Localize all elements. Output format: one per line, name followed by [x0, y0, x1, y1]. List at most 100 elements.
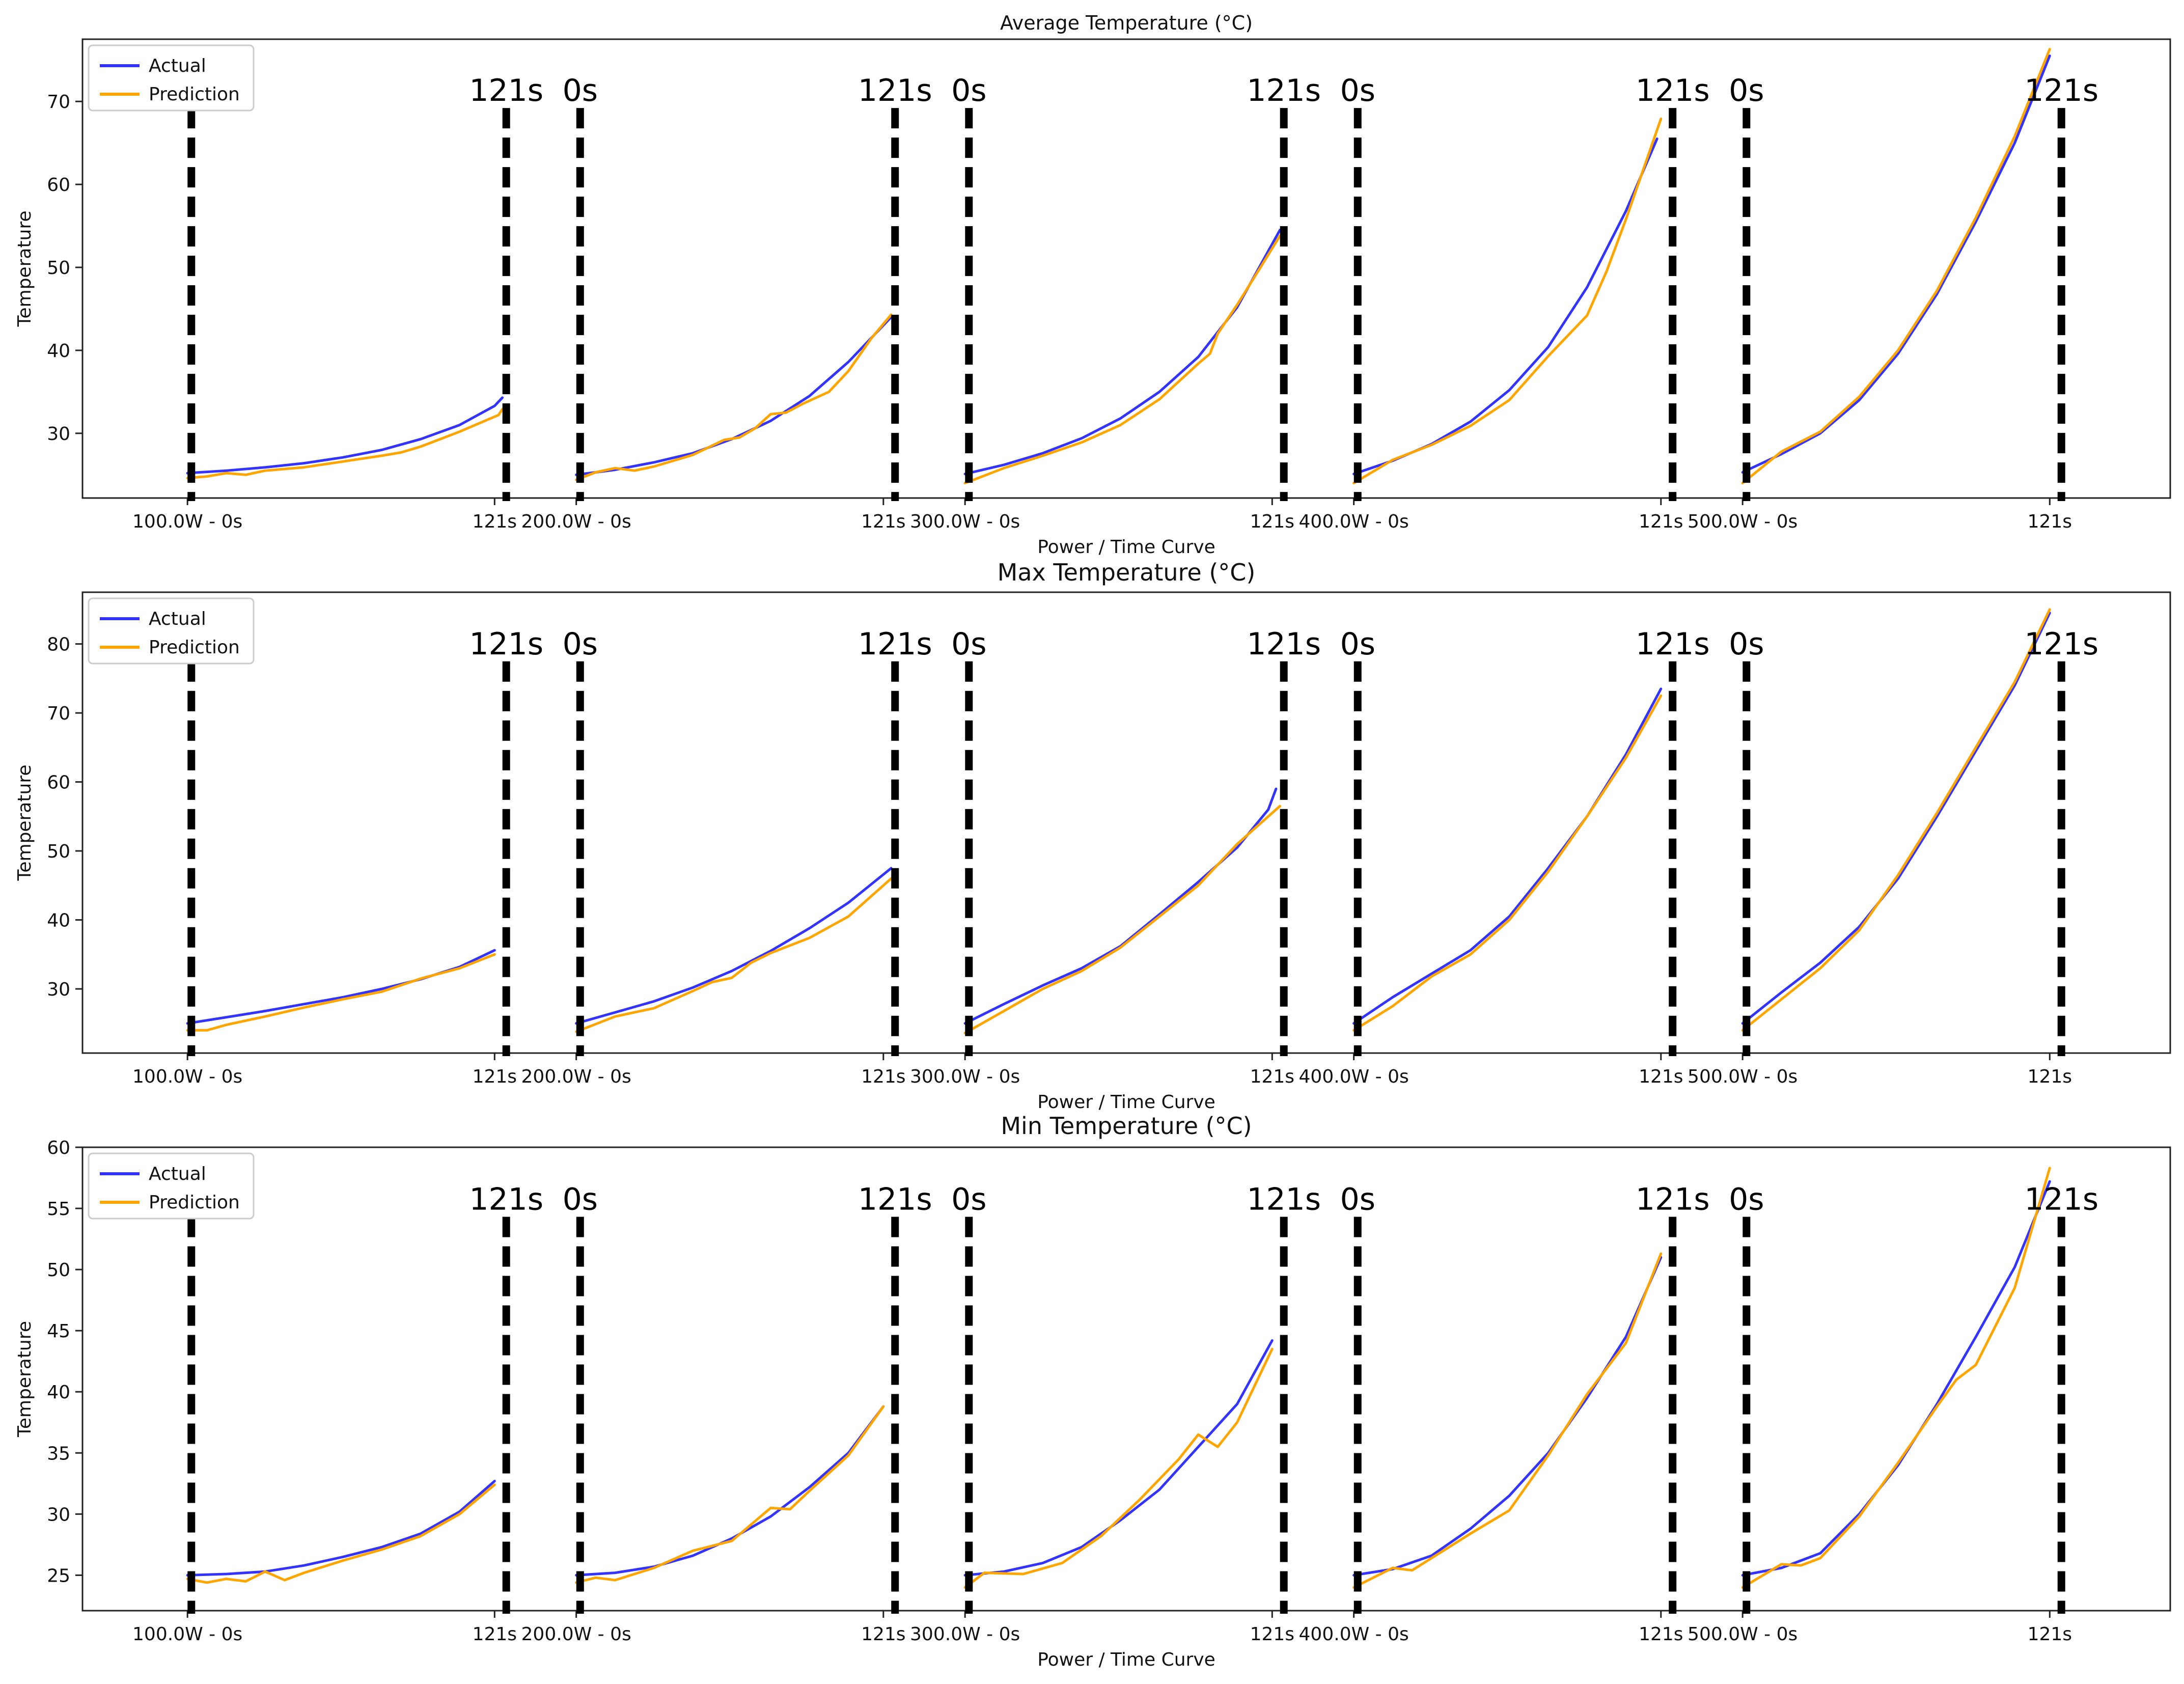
- y-tick-label: 50: [47, 258, 70, 279]
- actual-series-line: [186, 1480, 496, 1577]
- x-tick-label: 200.0W - 0s: [521, 1624, 631, 1645]
- prediction-series-line: [186, 953, 496, 1032]
- prediction-series-line: [1352, 694, 1663, 1032]
- marker-label-start: 0s: [951, 1182, 986, 1218]
- legend: Actual Prediction: [88, 597, 255, 665]
- x-tick-label: 121s: [1250, 511, 1294, 532]
- x-tick-label: 121s: [1639, 1624, 1683, 1645]
- x-tick-label: 300.0W - 0s: [910, 1624, 1020, 1645]
- x-tick-label: 100.0W - 0s: [132, 1066, 242, 1087]
- legend-prediction-label: Prediction: [149, 1192, 240, 1213]
- legend-prediction-label: Prediction: [149, 637, 240, 658]
- marker-label-end: 121s: [1247, 626, 1321, 662]
- prediction-series-line: [575, 313, 893, 481]
- x-tick-label: 300.0W - 0s: [910, 1066, 1020, 1087]
- legend-actual-label: Actual: [149, 56, 206, 76]
- marker-label-end: 121s: [469, 73, 543, 108]
- actual-series-line: [963, 1339, 1274, 1577]
- y-tick-label: 40: [47, 341, 70, 362]
- x-tick-label: 500.0W - 0s: [1688, 1066, 1798, 1087]
- x-tick-label: 400.0W - 0s: [1299, 1624, 1409, 1645]
- y-tick-label: 60: [47, 175, 70, 196]
- legend-actual-label: Actual: [149, 1164, 206, 1184]
- chart-title: Average Temperature (°C): [1000, 12, 1253, 34]
- x-axis-label: Power / Time Curve: [1037, 1092, 1215, 1113]
- legend-prediction-label: Prediction: [149, 84, 240, 105]
- prediction-series-line: [186, 1483, 496, 1584]
- x-axis-label: Power / Time Curve: [1037, 537, 1215, 558]
- actual-series-line: [963, 787, 1278, 1025]
- marker-label-end: 121s: [1636, 1182, 1710, 1218]
- x-tick-label: 200.0W - 0s: [521, 1066, 631, 1087]
- legend-actual-label: Actual: [149, 609, 206, 629]
- chart-title: Max Temperature (°C): [998, 559, 1256, 586]
- x-tick-label: 121s: [2028, 1066, 2072, 1087]
- marker-label-start: 0s: [951, 626, 986, 662]
- marker-label-end: 121s: [2024, 73, 2098, 108]
- marker-label-end: 121s: [858, 73, 932, 108]
- x-tick-label: 121s: [861, 511, 905, 532]
- marker-label-start: 0s: [563, 1182, 598, 1218]
- x-tick-label: 121s: [473, 1624, 517, 1645]
- chart-panel-2: Max Temperature (°C) 30 40 50 60 70 80 100.0W -…: [14, 559, 2171, 1113]
- x-tick-label: 300.0W - 0s: [910, 511, 1020, 532]
- chart-panel-1: Average Temperature (°C) 30 40 50 60 70 100.0W…: [14, 12, 2171, 558]
- x-tick-label: 121s: [861, 1624, 905, 1645]
- marker-label-start: 0s: [563, 73, 598, 108]
- y-axis-label: Temperature: [14, 764, 35, 881]
- x-tick-label: 121s: [1639, 1066, 1683, 1087]
- y-tick-label: 50: [47, 1260, 70, 1281]
- y-tick-label: 80: [47, 634, 70, 655]
- prediction-series-line: [963, 1347, 1274, 1589]
- x-tick-label: 121s: [861, 1066, 905, 1087]
- marker-label-start: 0s: [951, 73, 986, 108]
- y-tick-label: 40: [47, 910, 70, 931]
- prediction-series-line: [1741, 608, 2051, 1032]
- prediction-series-line: [1352, 1252, 1663, 1589]
- prediction-series-line: [963, 234, 1282, 485]
- plot-frame: [81, 1146, 2171, 1612]
- legend: Actual Prediction: [88, 44, 255, 112]
- actual-series-line: [575, 1405, 885, 1577]
- y-tick-label: 30: [47, 1504, 70, 1525]
- x-tick-label: 200.0W - 0s: [521, 511, 631, 532]
- y-tick-label: 60: [47, 1138, 70, 1158]
- x-tick-label: 400.0W - 0s: [1299, 511, 1409, 532]
- actual-series-line: [1741, 612, 2051, 1025]
- marker-label-end: 121s: [858, 626, 932, 662]
- y-tick-label: 70: [47, 92, 70, 113]
- marker-label-start: 0s: [563, 626, 598, 662]
- x-tick-label: 121s: [473, 511, 517, 532]
- x-tick-label: 500.0W - 0s: [1688, 1624, 1798, 1645]
- prediction-series-line: [1352, 117, 1663, 485]
- x-tick-label: 121s: [473, 1066, 517, 1087]
- marker-label-start: 0s: [1729, 626, 1764, 662]
- y-tick-label: 25: [47, 1565, 70, 1586]
- prediction-series-line: [575, 877, 893, 1033]
- x-tick-label: 121s: [1250, 1066, 1294, 1087]
- plot-frame: [81, 38, 2171, 499]
- y-tick-label: 60: [47, 772, 70, 793]
- marker-label-start: 0s: [1729, 1182, 1764, 1218]
- chart-title: Min Temperature (°C): [1001, 1112, 1252, 1140]
- x-tick-label: 121s: [1639, 511, 1683, 532]
- prediction-series-line: [1741, 1167, 2051, 1589]
- chart-panel-3: Min Temperature (°C) 25 30 35 40 45 50 55 60 100.…: [14, 1112, 2171, 1670]
- y-axis-label: Temperature: [14, 210, 35, 327]
- y-tick-label: 55: [47, 1199, 70, 1220]
- x-tick-label: 121s: [1250, 1624, 1294, 1645]
- marker-label-end: 121s: [1247, 73, 1321, 108]
- y-tick-label: 35: [47, 1443, 70, 1464]
- x-tick-label: 121s: [2028, 511, 2072, 532]
- y-tick-label: 30: [47, 424, 70, 445]
- x-tick-label: 400.0W - 0s: [1299, 1066, 1409, 1087]
- x-tick-label: 121s: [2028, 1624, 2072, 1645]
- actual-series-line: [186, 396, 504, 475]
- marker-label-end: 121s: [1636, 73, 1710, 108]
- marker-label-end: 121s: [469, 1182, 543, 1218]
- actual-series-line: [1741, 54, 2051, 474]
- y-tick-label: 30: [47, 979, 70, 1000]
- marker-label-start: 0s: [1340, 73, 1375, 108]
